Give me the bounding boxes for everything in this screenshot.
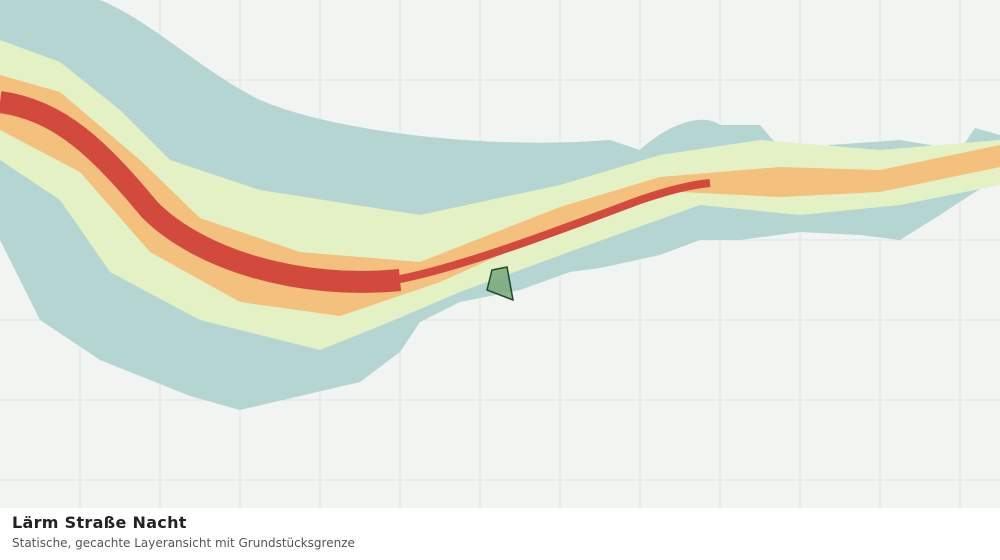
parcel-boundary	[486, 266, 514, 302]
map-view	[0, 0, 1000, 508]
map-subtitle: Statische, gecachte Layeransicht mit Gru…	[12, 536, 355, 550]
caption: Lärm Straße Nacht Statische, gecachte La…	[12, 513, 355, 550]
noise-zone-very-high	[0, 91, 402, 293]
noise-zone-very-high	[394, 179, 711, 284]
map-title: Lärm Straße Nacht	[12, 513, 187, 532]
